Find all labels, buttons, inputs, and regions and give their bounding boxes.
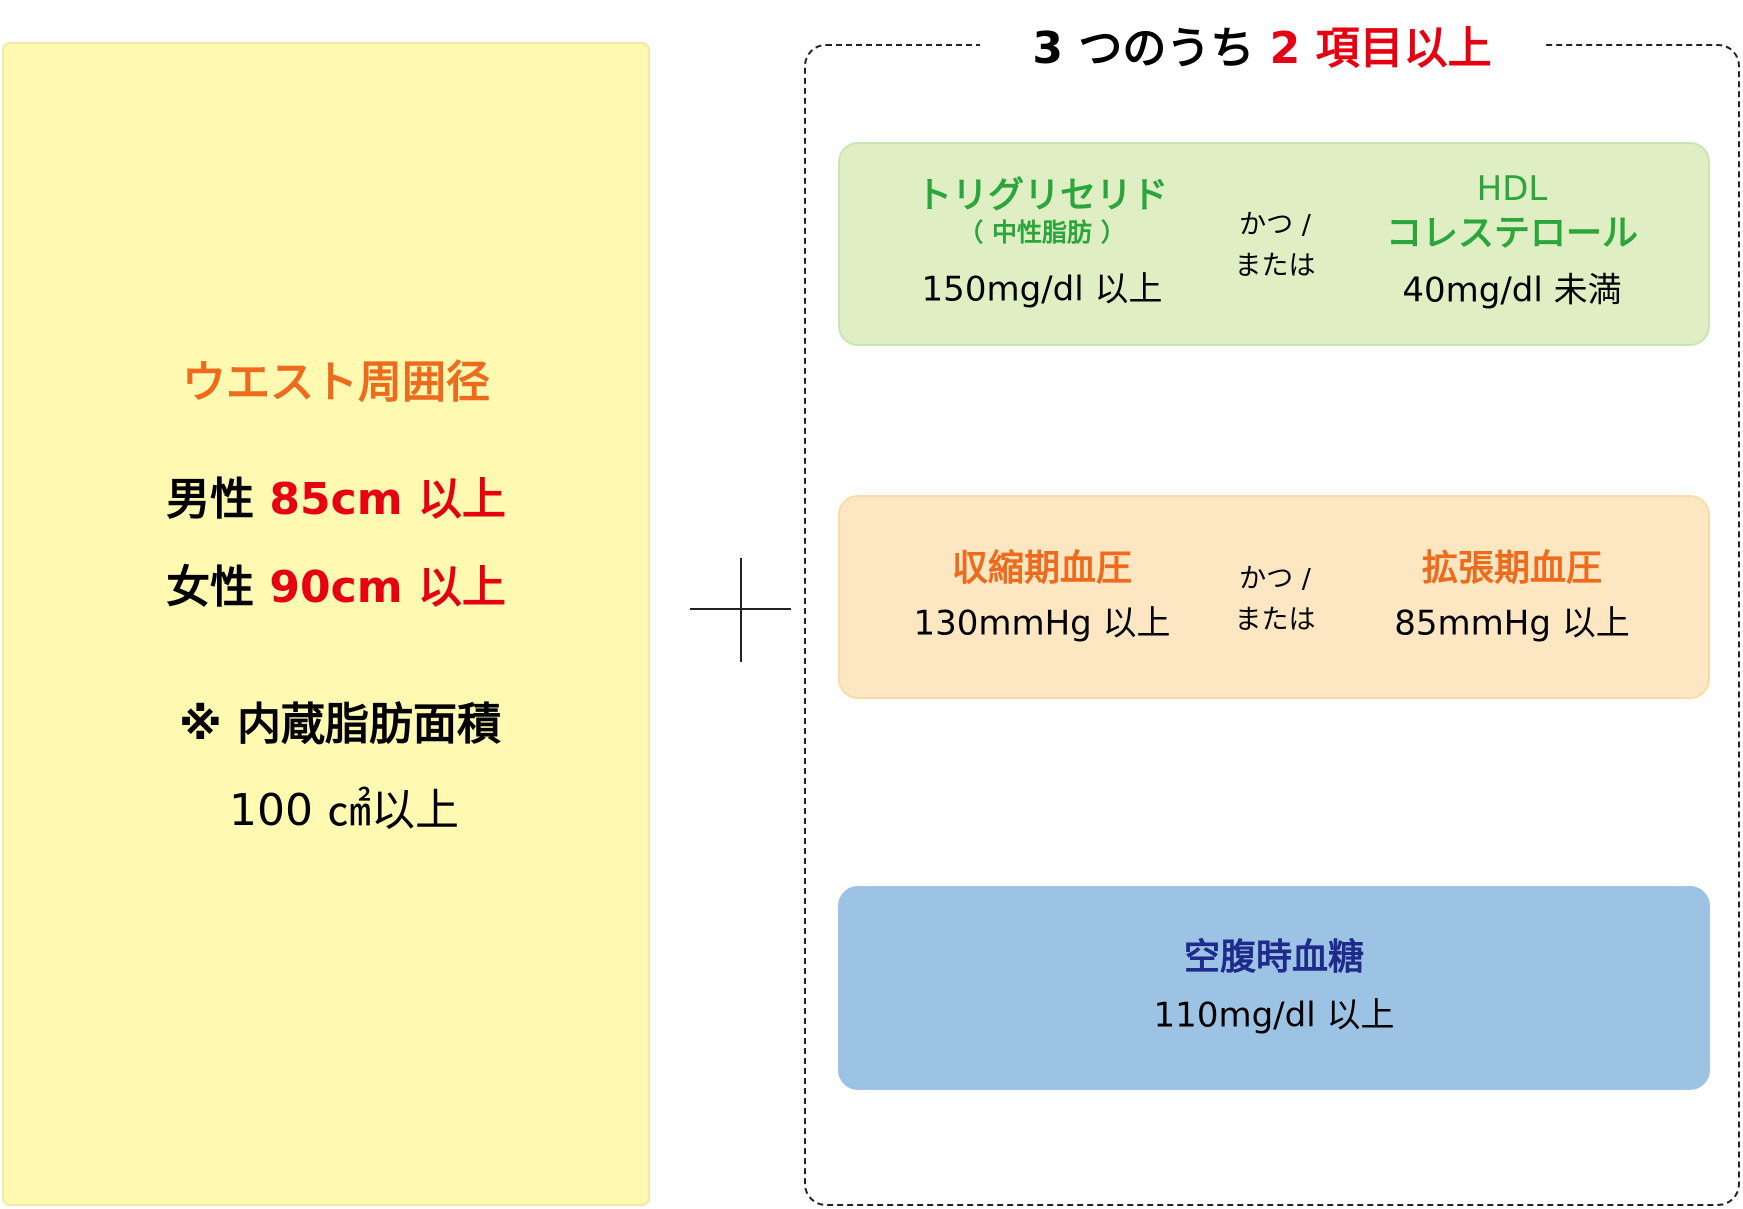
lipid-card	[838, 142, 1710, 346]
glucose-title: 空腹時血糖	[1183, 937, 1365, 978]
female-value: 90cm 以上	[269, 562, 506, 613]
title-background	[980, 14, 1544, 74]
hdl-value: 40mg/dl 未満	[1402, 270, 1622, 311]
title-part1: 3 つのうち	[1032, 23, 1270, 74]
waist-criteria-box	[2, 42, 650, 1206]
bp-conj2: または	[1234, 604, 1316, 636]
group-title: 3 つのうち 2 項目以上	[1032, 12, 1491, 76]
triglyceride-value: 150mg/dl 以上	[921, 269, 1163, 310]
visceral-label: ※ 内蔵脂肪面積	[178, 699, 502, 750]
hdl-title2: コレステロール	[1385, 213, 1639, 254]
diastolic-title: 拡張期血圧	[1421, 548, 1603, 589]
hdl-title1: HDL	[1476, 169, 1548, 209]
title-part2: 2 項目以上	[1269, 23, 1492, 74]
systolic-title: 収縮期血圧	[951, 548, 1133, 589]
triglyceride-sub: （ 中性脂肪 ）	[958, 218, 1126, 247]
diastolic-value: 85mmHg 以上	[1394, 603, 1630, 644]
bp-conj1: かつ /	[1239, 563, 1311, 595]
plus-icon-vertical	[740, 558, 742, 662]
triglyceride-title: トリグリセリド	[915, 175, 1169, 216]
male-criterion: 男性 85cm 以上	[166, 463, 506, 527]
lipid-conj1: かつ /	[1239, 209, 1311, 241]
lipid-conj2: または	[1234, 250, 1316, 282]
visceral-value: 100 ㎠以上	[229, 785, 459, 836]
systolic-value: 130mmHg 以上	[913, 603, 1171, 644]
glucose-card	[838, 886, 1710, 1090]
male-value: 85cm 以上	[269, 474, 506, 525]
male-label: 男性	[166, 474, 270, 525]
female-criterion: 女性 90cm 以上	[166, 551, 506, 615]
blood-pressure-card	[838, 495, 1710, 699]
female-label: 女性	[166, 562, 270, 613]
glucose-value: 110mg/dl 以上	[1153, 995, 1395, 1036]
waist-heading: ウエスト周囲径	[182, 357, 490, 408]
